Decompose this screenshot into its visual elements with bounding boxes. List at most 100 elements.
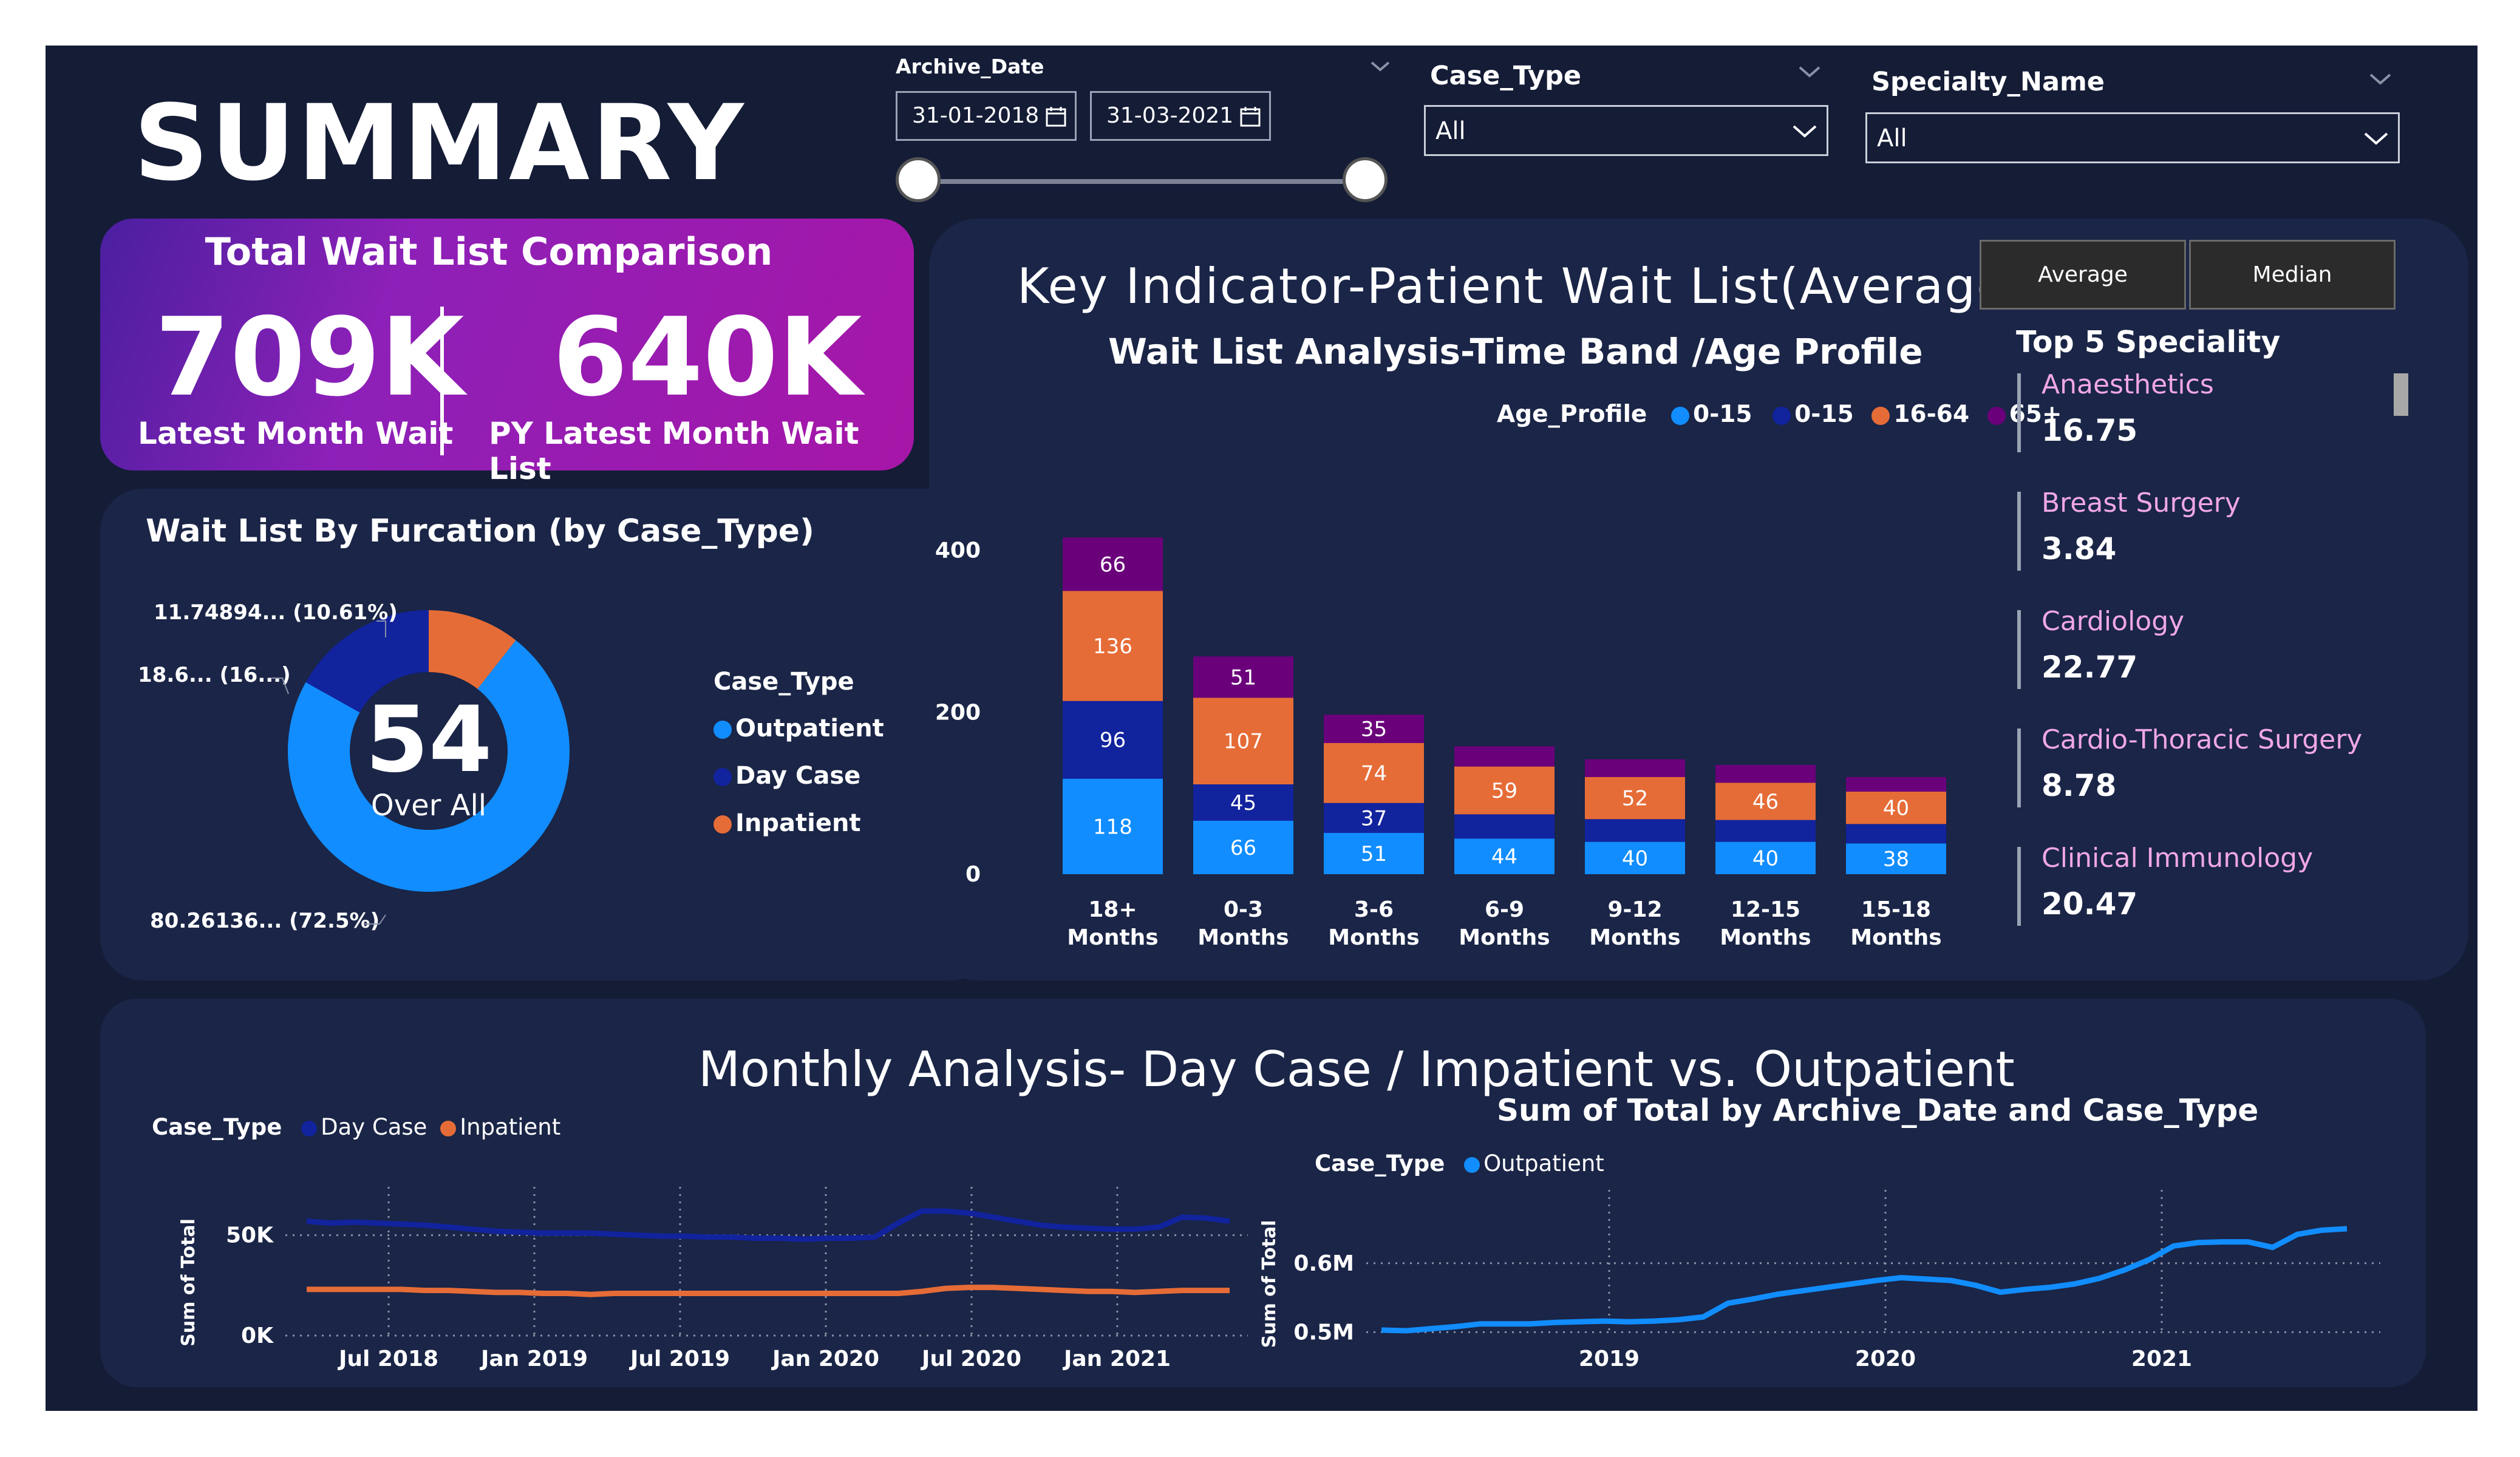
bar-segment[interactable] xyxy=(1193,784,1293,821)
bar-segment[interactable] xyxy=(1715,820,1816,842)
donut-slice-day-case[interactable] xyxy=(305,610,429,713)
median-button[interactable]: Median xyxy=(2189,240,2396,310)
specialty-dropdown[interactable]: All xyxy=(1865,112,2400,163)
y-tick-label: 400 xyxy=(935,538,981,563)
chevron-down-icon xyxy=(1793,125,1817,138)
chevron-down-icon[interactable] xyxy=(1797,64,1822,80)
spec-divider xyxy=(2017,610,2021,689)
bar-segment[interactable] xyxy=(1846,792,1946,824)
donut-slice-outpatient[interactable] xyxy=(287,640,570,892)
y-tick-label: 0.5M xyxy=(1293,1320,1354,1345)
inpatient-dot-icon xyxy=(440,1120,457,1136)
legend-item-16-64[interactable]: 16-64 xyxy=(1871,401,1969,428)
x-tick-label: 9-12 xyxy=(1607,897,1662,922)
bar-segment[interactable] xyxy=(1846,777,1946,792)
series-line-day-case[interactable] xyxy=(306,1208,1230,1242)
bar-segment[interactable] xyxy=(1585,819,1685,842)
bar-segment[interactable] xyxy=(1324,715,1424,743)
spec-divider xyxy=(2017,492,2021,571)
case-type-dropdown[interactable]: All xyxy=(1424,105,1828,156)
end-date-field[interactable]: 31-03-2021 xyxy=(1090,91,1271,141)
legend-item-0-15[interactable]: 0-15 xyxy=(1670,401,1752,428)
chevron-down-icon[interactable] xyxy=(2368,71,2392,87)
py-latest-value: 640K xyxy=(553,294,862,420)
x-tick-label: Jul 2020 xyxy=(920,1347,1021,1371)
legend-item-day-case[interactable]: Day Case xyxy=(301,1114,427,1140)
dashboard: SUMMARY Archive_Date 31-01-2018 31-03-20… xyxy=(46,46,2477,1411)
line1-legend-title: Case_Type xyxy=(152,1114,282,1140)
legend-item-outpatient[interactable]: Outpatient xyxy=(1464,1150,1604,1177)
bar-segment[interactable] xyxy=(1193,698,1293,784)
line2-legend-title: Case_Type xyxy=(1315,1150,1445,1177)
bar-value-label: 40 xyxy=(1883,796,1909,821)
bar-segment[interactable] xyxy=(1846,843,1946,874)
average-button[interactable]: Average xyxy=(1980,240,2186,310)
age-profile-bar-chart: 0 200 400 118 96 136 66 18+ Months 66 45 107 51 0-3 Mo… xyxy=(935,537,1946,950)
bar-value-label: 66 xyxy=(1100,552,1126,577)
calendar-icon[interactable] xyxy=(1240,106,1261,127)
series-line-outpatient[interactable] xyxy=(1381,1226,2348,1334)
donut-center-value: 54 xyxy=(366,687,492,793)
bar-segment[interactable] xyxy=(1454,746,1555,767)
kpi-title: Total Wait List Comparison xyxy=(205,229,773,274)
bar-segment[interactable] xyxy=(1324,803,1424,833)
donut-slice-inpatient[interactable] xyxy=(429,610,516,689)
bar-segment[interactable] xyxy=(1063,701,1163,779)
x-tick-label: 2019 xyxy=(1579,1347,1640,1371)
x-tick-label: 6-9 xyxy=(1485,897,1524,922)
bar-value-label: 59 xyxy=(1491,779,1517,803)
bar-segment[interactable] xyxy=(1193,656,1293,698)
bar-segment[interactable] xyxy=(1063,537,1163,591)
legend-item-0-15-dark[interactable]: 0-15 xyxy=(1773,401,1854,428)
bar-segment[interactable] xyxy=(1063,591,1163,701)
bar-segment[interactable] xyxy=(1715,841,1816,874)
spec-value-breast-surgery: 3.84 xyxy=(2042,531,2117,566)
donut-center-label: Over All xyxy=(371,789,486,823)
bar-segment[interactable] xyxy=(1846,824,1946,844)
bar-segment[interactable] xyxy=(1454,814,1555,839)
bar-segment[interactable] xyxy=(1585,777,1685,820)
bar-segment[interactable] xyxy=(1324,833,1424,874)
furcation-title: Wait List By Furcation (by Case_Type) xyxy=(146,513,814,549)
legend-item-inpatient[interactable]: Inpatient xyxy=(713,809,861,837)
bar-value-label: 96 xyxy=(1100,728,1126,753)
date-slider-track[interactable] xyxy=(920,179,1381,184)
x-tick-label: 3-6 xyxy=(1354,897,1394,922)
bar-segment[interactable] xyxy=(1454,766,1555,815)
legend-item-inpatient[interactable]: Inpatient xyxy=(440,1114,560,1140)
y-axis-label: Sum of Total xyxy=(178,1218,199,1347)
bar-segment[interactable] xyxy=(1715,765,1816,783)
legend-item-day-case[interactable]: Day Case xyxy=(713,762,860,790)
x-tick-label: Jan 2019 xyxy=(479,1347,588,1371)
bar-segment[interactable] xyxy=(1193,821,1293,874)
legend-item-outpatient[interactable]: Outpatient xyxy=(713,715,884,742)
date-slider-start-handle[interactable] xyxy=(896,157,941,202)
legend-label: Inpatient xyxy=(735,809,861,837)
bar-segment[interactable] xyxy=(1063,778,1163,874)
bar-segment[interactable] xyxy=(1454,838,1555,874)
spec-name-cardio-thoracic: Cardio-Thoracic Surgery xyxy=(2042,724,2363,755)
start-date-field[interactable]: 31-01-2018 xyxy=(896,91,1077,141)
age-profile-legend: Age_Profile 0-15 0-15 16-64 65+ xyxy=(1497,401,2062,428)
spec-value-anaesthetics: 16.75 xyxy=(2042,413,2138,448)
calendar-icon[interactable] xyxy=(1046,106,1066,127)
monthly-title: Monthly Analysis- Day Case / Impatient v… xyxy=(698,1041,2015,1098)
date-slider-end-handle[interactable] xyxy=(1343,157,1388,202)
bar-segment[interactable] xyxy=(1585,759,1685,777)
top5-scrollbar[interactable] xyxy=(2394,373,2408,416)
bar-segment[interactable] xyxy=(1715,783,1816,820)
daycase-dot-icon xyxy=(713,768,732,786)
bar-value-label: 40 xyxy=(1622,846,1648,871)
page-title: SUMMARY xyxy=(134,82,746,204)
latest-month-label: Latest Month Wait xyxy=(138,416,454,451)
bar-segment[interactable] xyxy=(1324,743,1424,803)
series-line-inpatient[interactable] xyxy=(307,1285,1230,1297)
x-tick-label: 15-18 xyxy=(1861,897,1931,922)
chevron-down-icon[interactable] xyxy=(1369,59,1391,73)
bar-value-label: 118 xyxy=(1093,815,1132,839)
bar-segment[interactable] xyxy=(1585,841,1685,874)
outpatient-dot-icon xyxy=(1464,1156,1480,1173)
start-date-value: 31-01-2018 xyxy=(912,103,1040,128)
legend-label: Outpatient xyxy=(735,715,884,742)
x-tick-label: Months xyxy=(1328,925,1419,950)
